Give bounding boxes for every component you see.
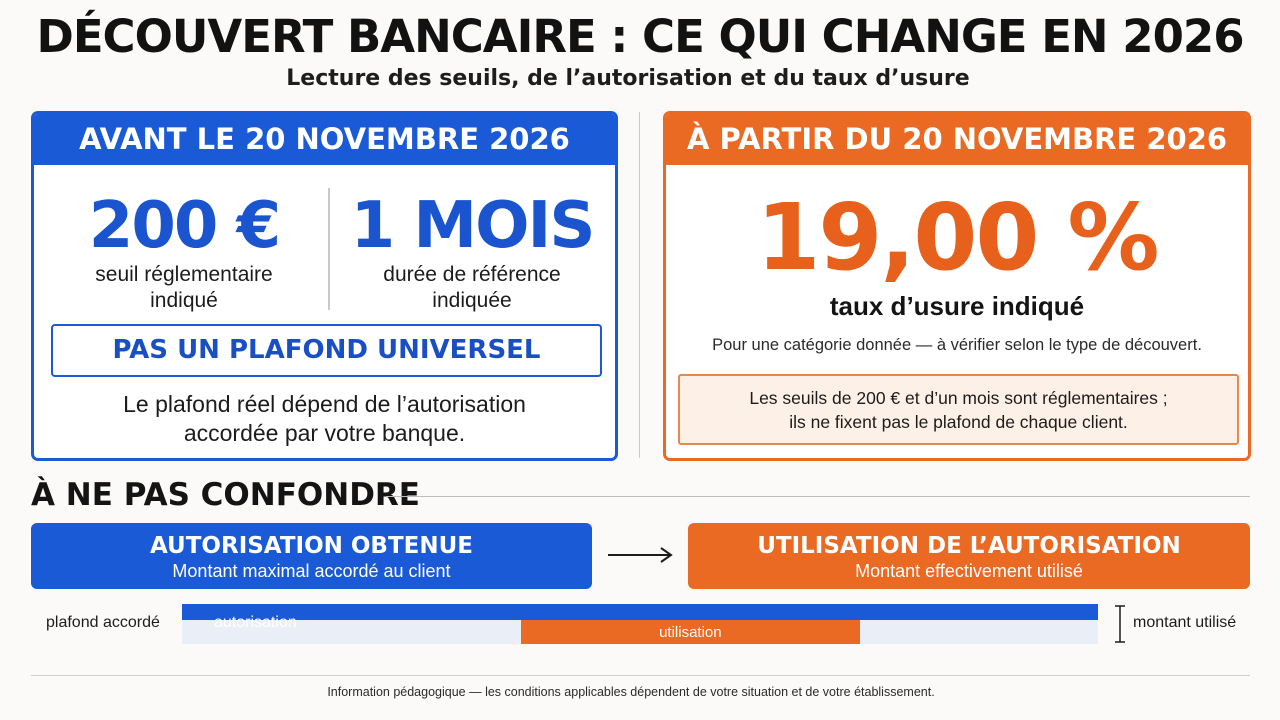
usage-bar [520, 620, 860, 644]
duration-value: 1 MOIS [350, 189, 596, 263]
authorization-subtitle: Montant maximal accordé au client [172, 561, 451, 581]
after-panel: À PARTIR DU 20 NOVEMBRE 2026 19,00 % tau… [663, 111, 1251, 461]
authorization-bar [182, 604, 1098, 620]
before-note-line2: accordée par votre banque. [183, 420, 466, 446]
duration-caption-1: durée de référence [383, 263, 561, 286]
footer-rule [31, 675, 1250, 676]
stat-divider [328, 188, 330, 310]
panel-divider [639, 112, 640, 458]
threshold-stat: 200 € seuil réglementaire indiqué [48, 190, 320, 314]
footer-disclaimer: Information pédagogique — les conditions… [327, 685, 935, 699]
used-amount-label: montant utilisé [1133, 614, 1237, 631]
usage-subtitle: Montant effectivement utilisé [855, 561, 1083, 581]
page-subtitle: Lecture des seuils, de l’autorisation et… [286, 66, 970, 91]
usage-title: UTILISATION DE L’AUTORISATION [757, 533, 1181, 559]
threshold-value: 200 € [88, 189, 281, 263]
page-title: DÉCOUVERT BANCAIRE : CE QUI CHANGE EN 20… [36, 10, 1244, 63]
arrow-right-icon [608, 547, 673, 563]
usury-rate-value: 19,00 % [756, 184, 1159, 291]
after-heading: À PARTIR DU 20 NOVEMBRE 2026 [666, 114, 1248, 165]
authorization-bar-label: autorisation [214, 614, 297, 631]
threshold-caption-2: indiqué [150, 289, 218, 312]
usage-bar-label: utilisation [659, 624, 722, 641]
ibeam-marker-icon [1115, 605, 1125, 643]
universal-label: PAS UN PLAFOND UNIVERSEL [51, 324, 602, 377]
usury-rate-note: Pour une catégorie donnée — à vérifier s… [712, 336, 1202, 354]
thresholds-note-line1: Les seuils de 200 € et d’un mois sont ré… [749, 388, 1168, 408]
thresholds-note-line2: ils ne fixent pas le plafond de chaque c… [789, 412, 1128, 432]
granted-limit-label: plafond accordé [46, 614, 160, 631]
section-title: À NE PAS CONFONDRE [31, 477, 420, 513]
duration-stat: 1 MOIS durée de référence indiquée [338, 190, 606, 314]
duration-caption-2: indiquée [432, 289, 512, 312]
thresholds-note-box: Les seuils de 200 € et d’un mois sont ré… [678, 374, 1239, 445]
before-heading: AVANT LE 20 NOVEMBRE 2026 [34, 114, 615, 165]
usury-rate-caption: taux d’usure indiqué [829, 291, 1085, 321]
usage-pill: UTILISATION DE L’AUTORISATION Montant ef… [688, 523, 1250, 589]
section-rule [386, 496, 1250, 497]
before-panel: AVANT LE 20 NOVEMBRE 2026 200 € seuil ré… [31, 111, 618, 461]
authorization-pill: AUTORISATION OBTENUE Montant maximal acc… [31, 523, 592, 589]
before-note: Le plafond réel dépend de l’autorisation… [34, 390, 615, 448]
before-note-line1: Le plafond réel dépend de l’autorisation [123, 391, 526, 417]
threshold-caption-1: seuil réglementaire [95, 263, 273, 286]
authorization-title: AUTORISATION OBTENUE [149, 533, 474, 559]
